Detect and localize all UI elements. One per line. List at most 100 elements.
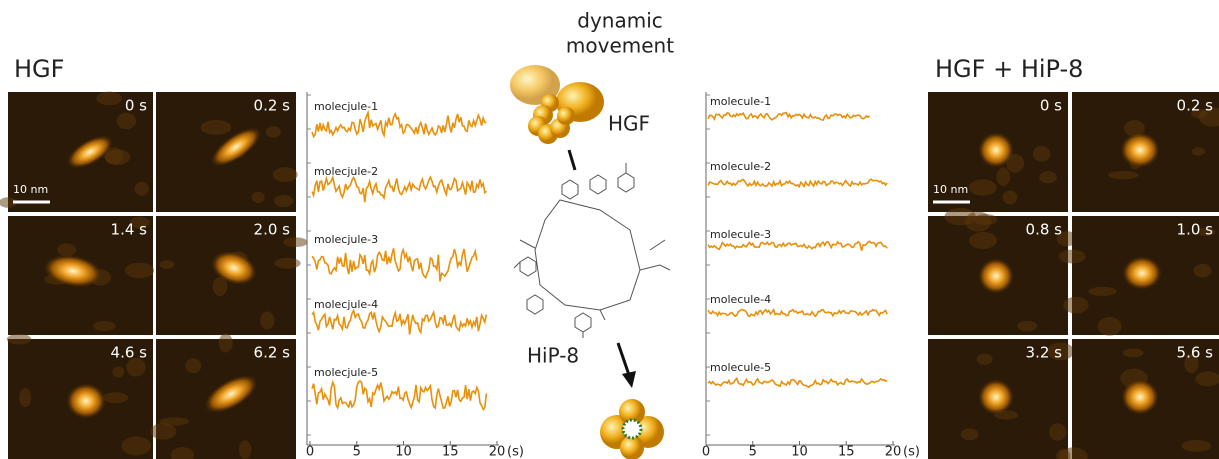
afm-noise xyxy=(1033,146,1050,162)
x-tick-label: 10 xyxy=(791,445,808,459)
scale-bar-label: 10 nm xyxy=(933,183,968,196)
figure: dynamic movement HGF HiP-8 HGF 0 s 10 nm 0.… xyxy=(0,0,1219,459)
afm-noise xyxy=(219,333,233,352)
caption: dynamic xyxy=(577,9,663,33)
afm-noise xyxy=(1182,440,1212,452)
trace-label: molecule-2 xyxy=(710,160,771,173)
afm-noise xyxy=(1059,250,1086,264)
trace xyxy=(708,378,887,387)
connector xyxy=(569,150,575,170)
x-tick-label: 20 xyxy=(885,445,902,459)
frame-time: 4.6 s xyxy=(111,344,148,362)
x-tick-label: 10 xyxy=(395,445,412,459)
afm-noise xyxy=(7,334,31,345)
afm-molecule xyxy=(978,258,1014,294)
frame-time: 0.2 s xyxy=(1177,97,1214,115)
peptide-structure xyxy=(514,163,670,338)
x-tick-label: 0 xyxy=(306,445,314,459)
afm-noise xyxy=(159,260,174,269)
caption: movement xyxy=(566,34,674,58)
afm-noise xyxy=(201,120,232,135)
frame-time: 2.0 s xyxy=(254,221,291,239)
afm-noise xyxy=(1192,147,1205,155)
afm-noise xyxy=(1194,264,1212,278)
trace xyxy=(312,381,486,410)
frame-time: 5.6 s xyxy=(1177,344,1214,362)
afm-frame: 5.6 s xyxy=(1059,339,1219,459)
x-tick-label: 5 xyxy=(353,445,361,459)
afm-noise xyxy=(260,312,274,330)
afm-noise xyxy=(283,237,308,247)
afm-noise xyxy=(969,232,997,249)
x-tick-label: 15 xyxy=(442,445,459,459)
trace xyxy=(708,179,887,186)
afm-molecule xyxy=(66,383,106,419)
frame-time: 0 s xyxy=(1040,97,1062,115)
afm-noise xyxy=(1039,171,1057,183)
trace-label: molecjule-3 xyxy=(314,233,378,246)
afm-frame: 0.8 s xyxy=(928,208,1078,335)
afm-noise xyxy=(117,113,136,129)
afm-frame: 0.2 s xyxy=(1072,92,1219,212)
afm-noise xyxy=(1098,317,1122,336)
trace-label: molecjule-5 xyxy=(314,366,378,379)
afm-molecule xyxy=(978,379,1014,415)
afm-noise xyxy=(273,167,298,182)
x-unit: (s) xyxy=(903,445,920,459)
frame-time: 1.4 s xyxy=(111,221,148,239)
afm-noise xyxy=(969,179,997,195)
trace xyxy=(312,248,477,281)
x-unit: (s) xyxy=(507,445,524,459)
afm-noise xyxy=(1108,171,1138,179)
afm-frame: 1.4 s xyxy=(8,216,154,335)
afm-frame: 0 s 10 nm xyxy=(0,92,153,212)
frame-time: 0.2 s xyxy=(254,97,291,115)
afm-noise xyxy=(1088,287,1116,296)
trace xyxy=(312,311,486,335)
afm-noise xyxy=(1063,297,1088,314)
afm-noise xyxy=(266,126,281,138)
afm-frame: 4.6 s xyxy=(7,334,153,459)
panel-title: HGF + HiP-8 xyxy=(935,55,1083,83)
peptide-label: HiP-8 xyxy=(527,344,579,368)
afm-noise xyxy=(252,192,265,203)
protein-label: HGF xyxy=(608,112,650,136)
afm-noise xyxy=(93,321,115,331)
trace xyxy=(312,177,486,202)
afm-noise xyxy=(274,258,300,269)
x-tick-label: 20 xyxy=(489,445,506,459)
afm-noise xyxy=(274,195,293,207)
panel-title: HGF xyxy=(14,55,64,83)
afm-noise xyxy=(1003,190,1018,204)
afm-noise xyxy=(121,436,151,455)
frame-time: 1.0 s xyxy=(1177,221,1214,239)
afm-noise xyxy=(135,182,149,196)
trace xyxy=(312,113,486,137)
complex-icon xyxy=(600,399,664,459)
afm-noise xyxy=(159,417,189,425)
afm-noise xyxy=(112,367,124,378)
afm-noise xyxy=(19,388,31,407)
afm-noise xyxy=(974,214,998,225)
afm-frame: 3.2 s xyxy=(928,339,1074,459)
afm-frame: 2.0 s xyxy=(156,216,308,335)
scale-bar-label: 10 nm xyxy=(13,183,48,196)
afm-noise xyxy=(1049,423,1067,441)
trace-label: molecule-1 xyxy=(710,95,771,108)
trace xyxy=(708,113,870,120)
trace xyxy=(708,241,887,250)
afm-noise xyxy=(125,263,154,279)
afm-molecule xyxy=(1122,256,1162,290)
afm-frame: 1.0 s xyxy=(1059,216,1219,336)
x-tick-label: 5 xyxy=(749,445,757,459)
trace-label: molecule-3 xyxy=(710,228,771,241)
afm-molecule xyxy=(1121,379,1159,415)
trace-label: molecjule-2 xyxy=(314,165,378,178)
afm-noise xyxy=(1017,321,1037,331)
afm-noise xyxy=(103,392,129,403)
hgf-icon xyxy=(510,65,604,144)
frame-time: 0 s xyxy=(125,97,147,115)
arrow xyxy=(618,343,636,388)
frame-time: 3.2 s xyxy=(1026,344,1063,362)
trace-label: molecule-4 xyxy=(710,293,771,306)
